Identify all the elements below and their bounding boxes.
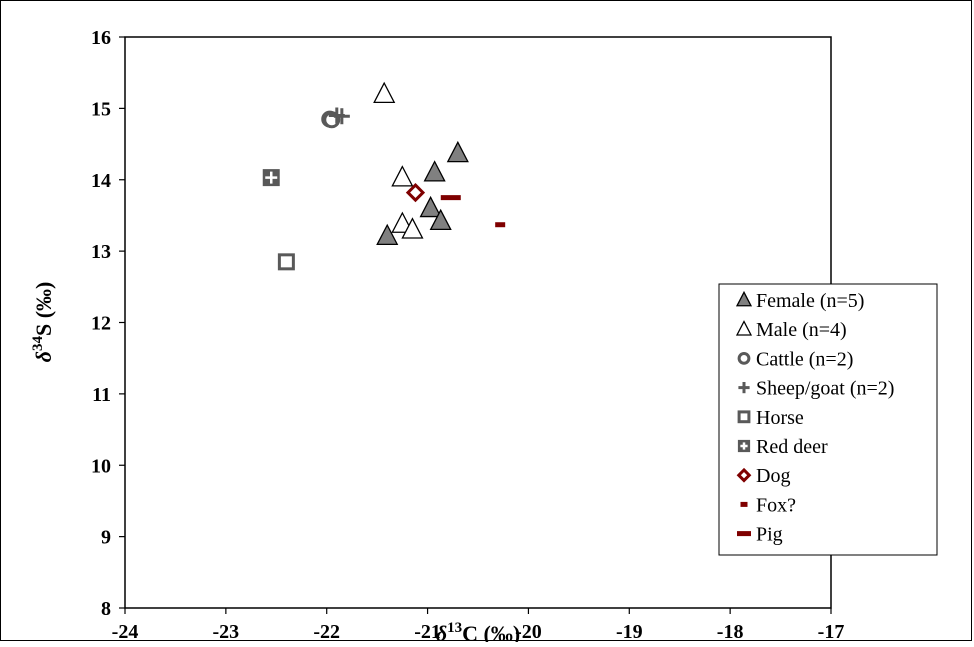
y-tick-label: 12: [91, 313, 111, 335]
y-tick-label: 15: [91, 98, 111, 120]
x-tick-label: -20: [515, 621, 542, 642]
y-tick-label: 11: [92, 384, 111, 406]
male-n-point: [373, 81, 396, 103]
y-tick-label: 16: [91, 27, 111, 49]
legend-cattle-n-icon: [737, 352, 751, 365]
x-tick-label: -24: [112, 621, 139, 642]
legend-box: [718, 283, 938, 556]
legend-label-horse: Horse: [756, 407, 804, 429]
x-axis-symbol: δ: [436, 621, 447, 642]
y-tick-label: 13: [91, 241, 111, 263]
y-tick-label: 10: [91, 455, 111, 477]
plot-area: [124, 36, 832, 609]
x-tick-label: -21: [414, 621, 441, 642]
y-axis-title: δ34S (‰): [30, 282, 56, 363]
x-tick-label: -23: [213, 621, 240, 642]
red-deer-point: [262, 169, 280, 187]
x-tick-label: -18: [717, 621, 744, 642]
y-axis-symbol: δ: [31, 351, 56, 362]
legend-label-sheep-goat-n: Sheep/goat (n=2): [756, 378, 894, 400]
y-axis-superscript: 34: [30, 336, 46, 352]
legend-female-n-icon: [735, 290, 753, 307]
x-tick-label: -22: [313, 621, 340, 642]
female-n-point: [423, 160, 446, 182]
dog-point: [405, 182, 426, 203]
legend-red-deer-icon: [737, 439, 751, 453]
legend-horse-icon: [737, 410, 751, 424]
y-tick-label: 8: [101, 598, 111, 620]
legend-label-pig: Pig: [756, 524, 783, 546]
x-axis-text: C (‰): [462, 621, 520, 642]
x-axis-superscript: 13: [447, 620, 462, 636]
data-points: [262, 81, 506, 271]
y-axis-text: S (‰): [31, 282, 56, 336]
y-tick-label: 9: [101, 527, 111, 549]
legend-label-male-n: Male (n=4): [756, 319, 847, 341]
male-n-point: [401, 217, 424, 239]
female-n-point: [429, 208, 452, 231]
y-tick-label: 14: [91, 170, 111, 192]
female-n-point: [419, 195, 442, 218]
legend-label-cattle-n: Cattle (n=2): [756, 348, 853, 370]
x-tick-label: -17: [818, 621, 845, 642]
legend-male-n-icon: [735, 320, 753, 336]
legend-label-fox: Fox?: [756, 494, 796, 516]
legend-sheep-goat-n-icon: [738, 382, 750, 394]
legend: Female (n=5) Male (n=4) Cattle (n=2) Sheep/…: [718, 283, 938, 556]
x-tick-label: -19: [616, 621, 643, 642]
female-n-point: [446, 140, 469, 163]
legend-dog-icon: [736, 467, 752, 483]
male-n-point: [391, 165, 414, 187]
legend-label-dog: Dog: [756, 465, 790, 487]
legend-label-female-n: Female (n=5): [756, 290, 864, 312]
x-axis-title: δ13C (‰): [436, 620, 520, 642]
sheep-goat-n-point: [333, 108, 350, 125]
horse-point: [277, 253, 295, 271]
legend-label-red-deer: Red deer: [756, 436, 828, 458]
axis-ticks: -24 -23 -22 -21 -20 -19 -18 -17 8 9 10 11 12 13 14 15 16: [91, 27, 845, 643]
female-n-point: [376, 223, 399, 246]
